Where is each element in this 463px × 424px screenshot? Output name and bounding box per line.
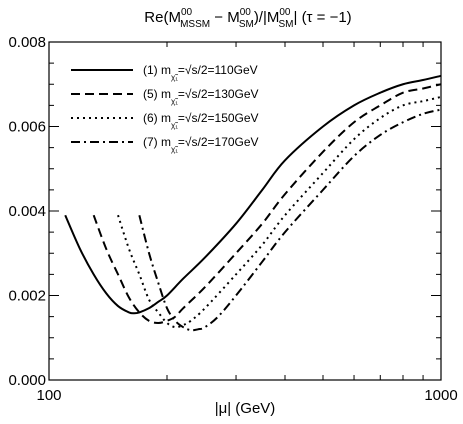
series-line-1 (64, 74, 442, 315)
y-tick-label: 0.002 (8, 288, 46, 305)
legend-label-4: (7) mχ̃₁=√s/2=170GeV (143, 135, 259, 154)
axis-tick-labels: 0.000 0.002 0.004 0.006 0.008 100 1000 (8, 34, 457, 404)
y-tick-label: 0.000 (8, 372, 46, 389)
legend-label-suffix: =√s/2=170GeV (178, 135, 259, 149)
y-tick-label: 0.004 (8, 203, 46, 220)
legend-label-sub: χ̃₁ (171, 97, 178, 106)
x-tick-label: 1000 (424, 387, 457, 404)
legend-label-sub: χ̃₁ (171, 121, 178, 130)
legend-label-suffix: =√s/2=110GeV (178, 63, 258, 77)
axis-ticks (48, 41, 442, 381)
series-line-2 (92, 83, 442, 324)
legend-label-prefix: (5) m (143, 87, 171, 101)
legend-label-suffix: =√s/2=150GeV (178, 111, 259, 125)
legend-label-2: (5) mχ̃₁=√s/2=130GeV (143, 87, 259, 106)
legend-label-suffix: =√s/2=130GeV (178, 87, 259, 101)
x-axis-title: |μ| (GeV) (215, 400, 276, 417)
legend-label-sub: χ̃₁ (171, 145, 178, 154)
legend-label-prefix: (6) m (143, 111, 171, 125)
legend-label-sub: χ̃₁ (171, 73, 178, 82)
x-tick-label: 100 (36, 387, 61, 404)
y-tick-label: 0.008 (8, 34, 46, 51)
legend-label-prefix: (7) m (143, 135, 171, 149)
series-group (64, 74, 442, 332)
legend-label-1: (1) mχ̃₁=√s/2=110GeV (143, 63, 258, 82)
chart-title: Re(M00 MSSM − M00 SM)/|M00 SM| (τ = −1) (144, 7, 351, 30)
legend: (1) mχ̃₁=√s/2=110GeV(5) mχ̃₁=√s/2=130GeV… (71, 63, 259, 154)
y-tick-label: 0.006 (8, 119, 46, 136)
legend-label-prefix: (1) m (143, 63, 171, 77)
series-line-4 (138, 108, 442, 332)
legend-label-3: (6) mχ̃₁=√s/2=150GeV (143, 111, 259, 130)
series-line-3 (117, 95, 442, 329)
